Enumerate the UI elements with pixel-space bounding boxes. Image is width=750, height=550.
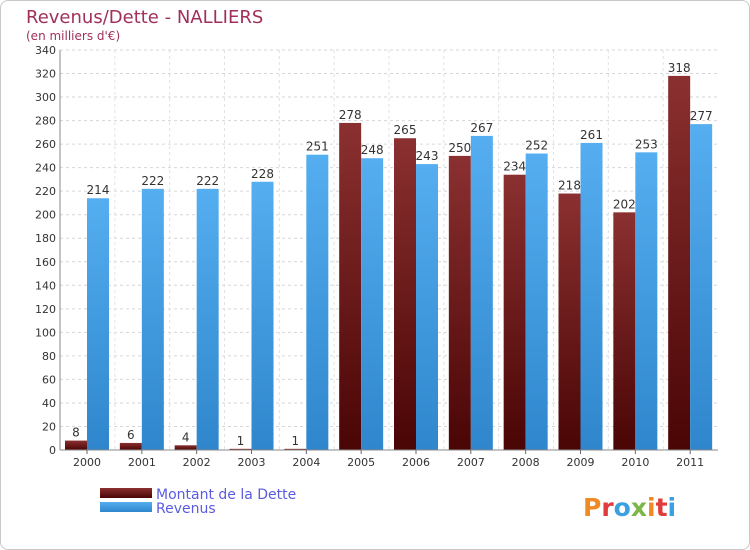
bar-debt: [174, 445, 197, 450]
data-label-revenus: 267: [470, 121, 493, 135]
bar-debt: [119, 442, 142, 450]
data-label-revenus: 243: [416, 149, 439, 163]
legend-swatch-debt: [100, 488, 152, 498]
bars: 8 214 6 222 4 222 1 228 1 251 278 248 265 243 250 267 23…: [65, 61, 713, 451]
data-label-revenus: 277: [690, 109, 713, 123]
axes: 0 20 40 60 80 100 120 140 160 180 200 220 240 260 280 3…: [35, 44, 718, 469]
data-label-debt: 4: [182, 430, 190, 444]
y-tick-label: 40: [42, 397, 56, 410]
data-label-debt: 278: [339, 108, 362, 122]
y-tick-label: 0: [49, 444, 56, 457]
logo-letter: i: [668, 493, 677, 522]
logo-letter: t: [656, 493, 668, 522]
bar-debt: [503, 174, 526, 451]
data-label-revenus: 228: [251, 167, 274, 181]
bar-revenus: [306, 154, 329, 451]
bar-debt: [229, 448, 252, 450]
bar-revenus: [470, 135, 493, 450]
y-tick-label: 340: [35, 44, 56, 57]
data-label-revenus: 222: [196, 174, 219, 188]
data-label-revenus: 261: [580, 128, 603, 142]
x-tick-label: 2011: [676, 456, 704, 469]
bar-revenus: [416, 164, 438, 450]
bar-debt: [394, 138, 416, 450]
x-tick-label: 2004: [292, 456, 320, 469]
logo-letter: r: [601, 493, 614, 522]
bar-debt: [339, 122, 362, 451]
x-tick-label: 2008: [512, 456, 540, 469]
y-tick-label: 320: [35, 68, 56, 81]
data-label-debt: 202: [613, 197, 636, 211]
legend: Montant de la Dette Revenus: [100, 487, 296, 517]
y-tick-label: 80: [42, 350, 56, 363]
y-tick-label: 160: [35, 256, 56, 269]
bar-debt: [65, 440, 87, 450]
grid: [60, 49, 718, 451]
bar-revenus: [141, 188, 164, 450]
data-label-revenus: 251: [306, 140, 329, 154]
data-label-revenus: 222: [141, 174, 164, 188]
chart-title: Revenus/Dette - NALLIERS: [26, 7, 263, 28]
data-label-debt: 250: [448, 141, 471, 155]
data-label-revenus: 252: [525, 139, 548, 153]
legend-label-revenus: Revenus: [156, 501, 216, 517]
data-label-revenus: 248: [361, 143, 384, 157]
data-label-revenus: 214: [87, 183, 110, 197]
bar-revenus: [196, 188, 219, 450]
y-tick-label: 240: [35, 162, 56, 175]
bar-revenus: [361, 158, 384, 450]
data-label-debt: 265: [394, 123, 417, 137]
legend-swatch-revenus: [100, 502, 152, 512]
bar-debt: [613, 212, 636, 450]
logo-letter: o: [614, 493, 631, 522]
y-tick-label: 60: [42, 373, 56, 386]
x-tick-label: 2010: [621, 456, 649, 469]
data-label-debt: 218: [558, 179, 581, 193]
data-label-debt: 1: [292, 434, 300, 448]
y-tick-label: 180: [35, 232, 56, 245]
bar-revenus: [251, 181, 274, 450]
x-tick-label: 2002: [183, 456, 211, 469]
bar-revenus: [87, 198, 109, 450]
bar-debt: [448, 155, 471, 450]
data-label-debt: 318: [668, 61, 691, 75]
y-tick-label: 120: [35, 303, 56, 316]
x-tick-label: 2009: [567, 456, 595, 469]
bar-debt: [668, 75, 691, 450]
x-tick-label: 2007: [457, 456, 485, 469]
logo-letter: x: [631, 493, 647, 522]
bar-debt: [284, 448, 307, 450]
y-tick-label: 20: [42, 420, 56, 433]
y-tick-label: 260: [35, 138, 56, 151]
legend-label-debt: Montant de la Dette: [156, 487, 296, 503]
bar-revenus: [690, 124, 713, 450]
logo-letter: i: [647, 493, 656, 522]
bar-revenus: [580, 142, 603, 451]
data-label-debt: 234: [503, 160, 526, 174]
x-tick-label: 2001: [128, 456, 156, 469]
data-label-debt: 6: [127, 428, 135, 442]
bar-revenus: [635, 152, 658, 450]
x-tick-label: 2000: [73, 456, 101, 469]
bar-debt: [558, 193, 581, 450]
x-tick-label: 2006: [402, 456, 430, 469]
y-tick-label: 200: [35, 209, 56, 222]
chart-subtitle: (en milliers d'€): [26, 29, 120, 43]
y-tick-label: 100: [35, 326, 56, 339]
proxiti-logo: Proxiti: [583, 493, 676, 522]
y-tick-label: 280: [35, 115, 56, 128]
logo-letter: P: [583, 493, 601, 522]
bar-revenus: [525, 153, 548, 450]
x-tick-label: 2003: [238, 456, 266, 469]
data-label-debt: 1: [237, 434, 245, 448]
y-tick-label: 220: [35, 185, 56, 198]
y-tick-label: 300: [35, 91, 56, 104]
data-label-debt: 8: [72, 426, 80, 440]
data-label-revenus: 253: [635, 137, 658, 151]
x-tick-label: 2005: [347, 456, 375, 469]
y-tick-label: 140: [35, 279, 56, 292]
